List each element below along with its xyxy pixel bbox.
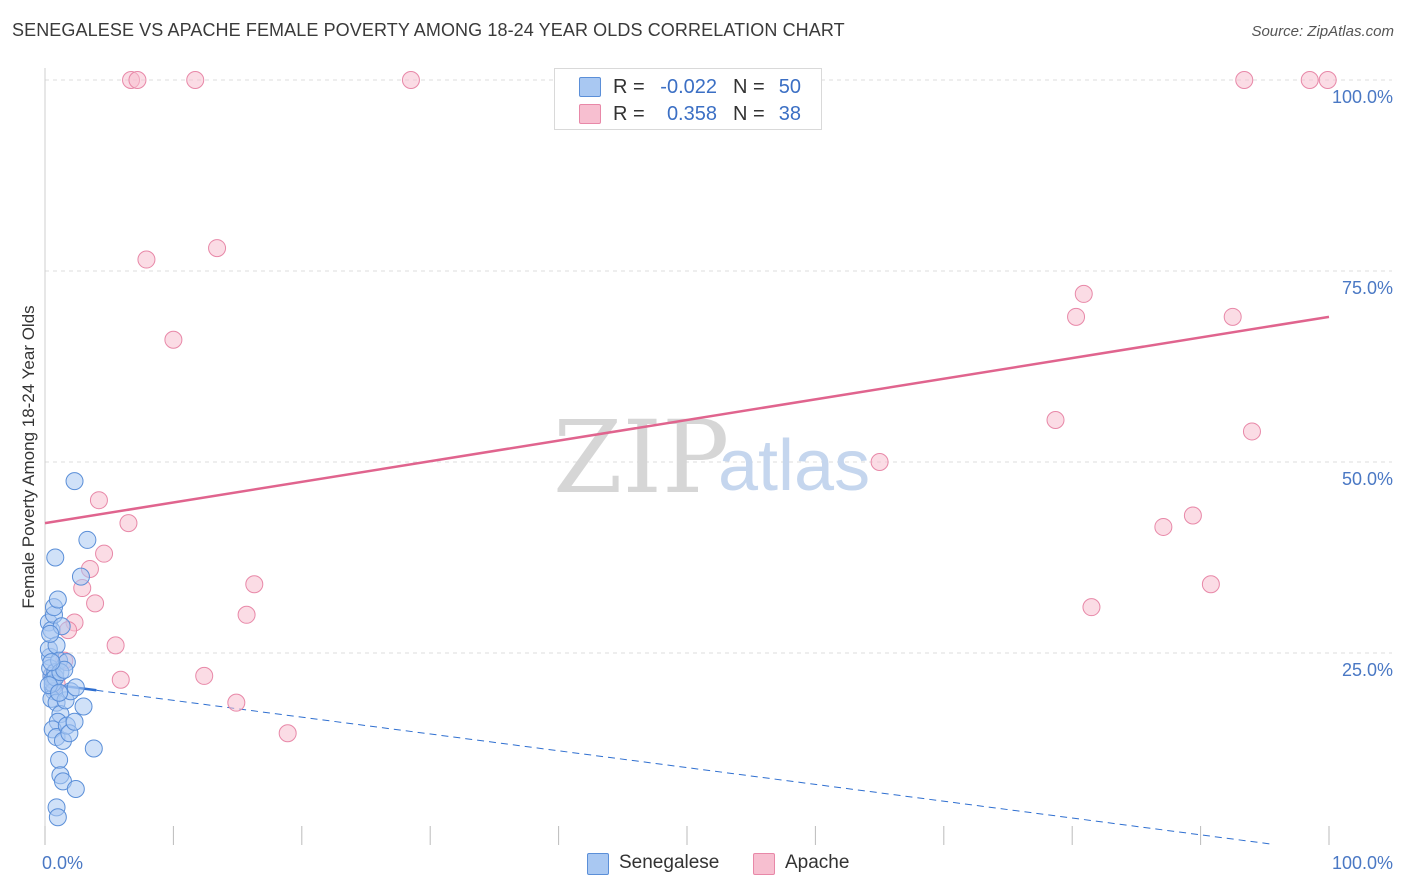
apache-point xyxy=(1318,71,1337,89)
x-tick-label: 0.0% xyxy=(42,853,83,873)
r-value: -0.022 xyxy=(660,76,717,98)
n-label: N = xyxy=(733,103,765,125)
apache-point xyxy=(164,330,183,349)
apache-point xyxy=(1046,410,1065,429)
apache-point xyxy=(1074,284,1093,303)
x-tick-label: 100.0% xyxy=(1332,853,1393,873)
apache-swatch xyxy=(579,104,601,124)
apache-point xyxy=(1201,575,1220,594)
legend-label: Senegalese xyxy=(619,852,720,873)
y-tick-label: 75.0% xyxy=(1342,278,1393,298)
apache-point xyxy=(1242,422,1261,441)
y-axis-label: Female Poverty Among 18-24 Year Olds xyxy=(19,305,38,608)
axes xyxy=(44,68,1330,845)
y-tick-label: 25.0% xyxy=(1342,660,1393,680)
senegalese-point xyxy=(46,548,65,567)
apache-point xyxy=(195,666,214,685)
trend-lines xyxy=(44,315,1330,845)
chart-title: SENEGALESE VS APACHE FEMALE POVERTY AMON… xyxy=(12,20,845,40)
senegalese-point xyxy=(65,712,84,731)
senegalese-point xyxy=(42,653,61,672)
apache-point xyxy=(86,594,105,613)
senegalese-point xyxy=(48,590,67,609)
legend-row-apache: R = 0.358 N = 38 xyxy=(555,102,821,128)
senegalese-point xyxy=(84,739,103,758)
y-tick-label: 100.0% xyxy=(1332,87,1393,107)
chart-source: Source: ZipAtlas.com xyxy=(1251,23,1394,40)
senegalese-point xyxy=(41,624,60,643)
senegalese-swatch xyxy=(587,853,609,875)
apache-point xyxy=(870,453,889,471)
apache-point xyxy=(89,491,108,510)
legend-row-senegalese: R = -0.022 N = 50 xyxy=(555,75,821,101)
senegalese-point xyxy=(65,472,84,491)
apache-point xyxy=(1300,71,1319,89)
senegalese-point xyxy=(50,683,69,702)
apache-point xyxy=(119,514,138,533)
apache-point xyxy=(106,636,125,655)
senegalese-swatch xyxy=(579,77,601,97)
apache-point xyxy=(278,724,297,743)
apache-point xyxy=(237,605,256,624)
r-label: R = xyxy=(613,76,645,98)
n-value: 50 xyxy=(778,76,801,98)
apache-point xyxy=(128,71,147,89)
n-label: N = xyxy=(733,76,765,98)
y-tick-label: 50.0% xyxy=(1342,469,1393,489)
apache-trend-line xyxy=(44,315,1330,525)
apache-point xyxy=(1154,517,1173,536)
gridlines xyxy=(45,79,1392,654)
apache-point xyxy=(208,239,227,258)
senegalese-point xyxy=(74,697,93,716)
apache-swatch xyxy=(753,853,775,875)
apache-point xyxy=(401,71,420,89)
apache-point xyxy=(111,670,130,689)
senegalese-point xyxy=(78,530,97,549)
senegalese-trend-dashed xyxy=(96,689,1271,845)
series-legend: Senegalese Apache xyxy=(0,851,1406,879)
apache-point xyxy=(137,250,156,269)
r-value: 0.358 xyxy=(666,103,717,125)
apache-point xyxy=(1223,307,1242,326)
apache-point xyxy=(1183,506,1202,525)
apache-point xyxy=(1067,307,1086,326)
senegalese-point xyxy=(71,567,90,586)
apache-point xyxy=(186,71,205,89)
tick-labels: 25.0% 50.0% 75.0% 100.0% 0.0% 100.0% xyxy=(42,87,1393,873)
r-label: R = xyxy=(613,103,645,125)
apache-point xyxy=(1082,598,1101,617)
correlation-legend: R = -0.022 N = 50 R = 0.358 N = 38 xyxy=(554,68,822,130)
apache-point xyxy=(227,693,246,712)
senegalese-point xyxy=(48,808,67,827)
n-value: 38 xyxy=(778,103,801,125)
senegalese-point xyxy=(50,750,69,769)
senegalese-point xyxy=(66,779,85,798)
legend-label: Apache xyxy=(785,852,850,873)
watermark-atlas: atlas xyxy=(718,426,870,506)
apache-point xyxy=(95,544,114,563)
apache-point xyxy=(245,575,264,594)
senegalese-point xyxy=(66,678,85,697)
apache-point xyxy=(1235,71,1254,89)
data-points xyxy=(39,71,1337,827)
